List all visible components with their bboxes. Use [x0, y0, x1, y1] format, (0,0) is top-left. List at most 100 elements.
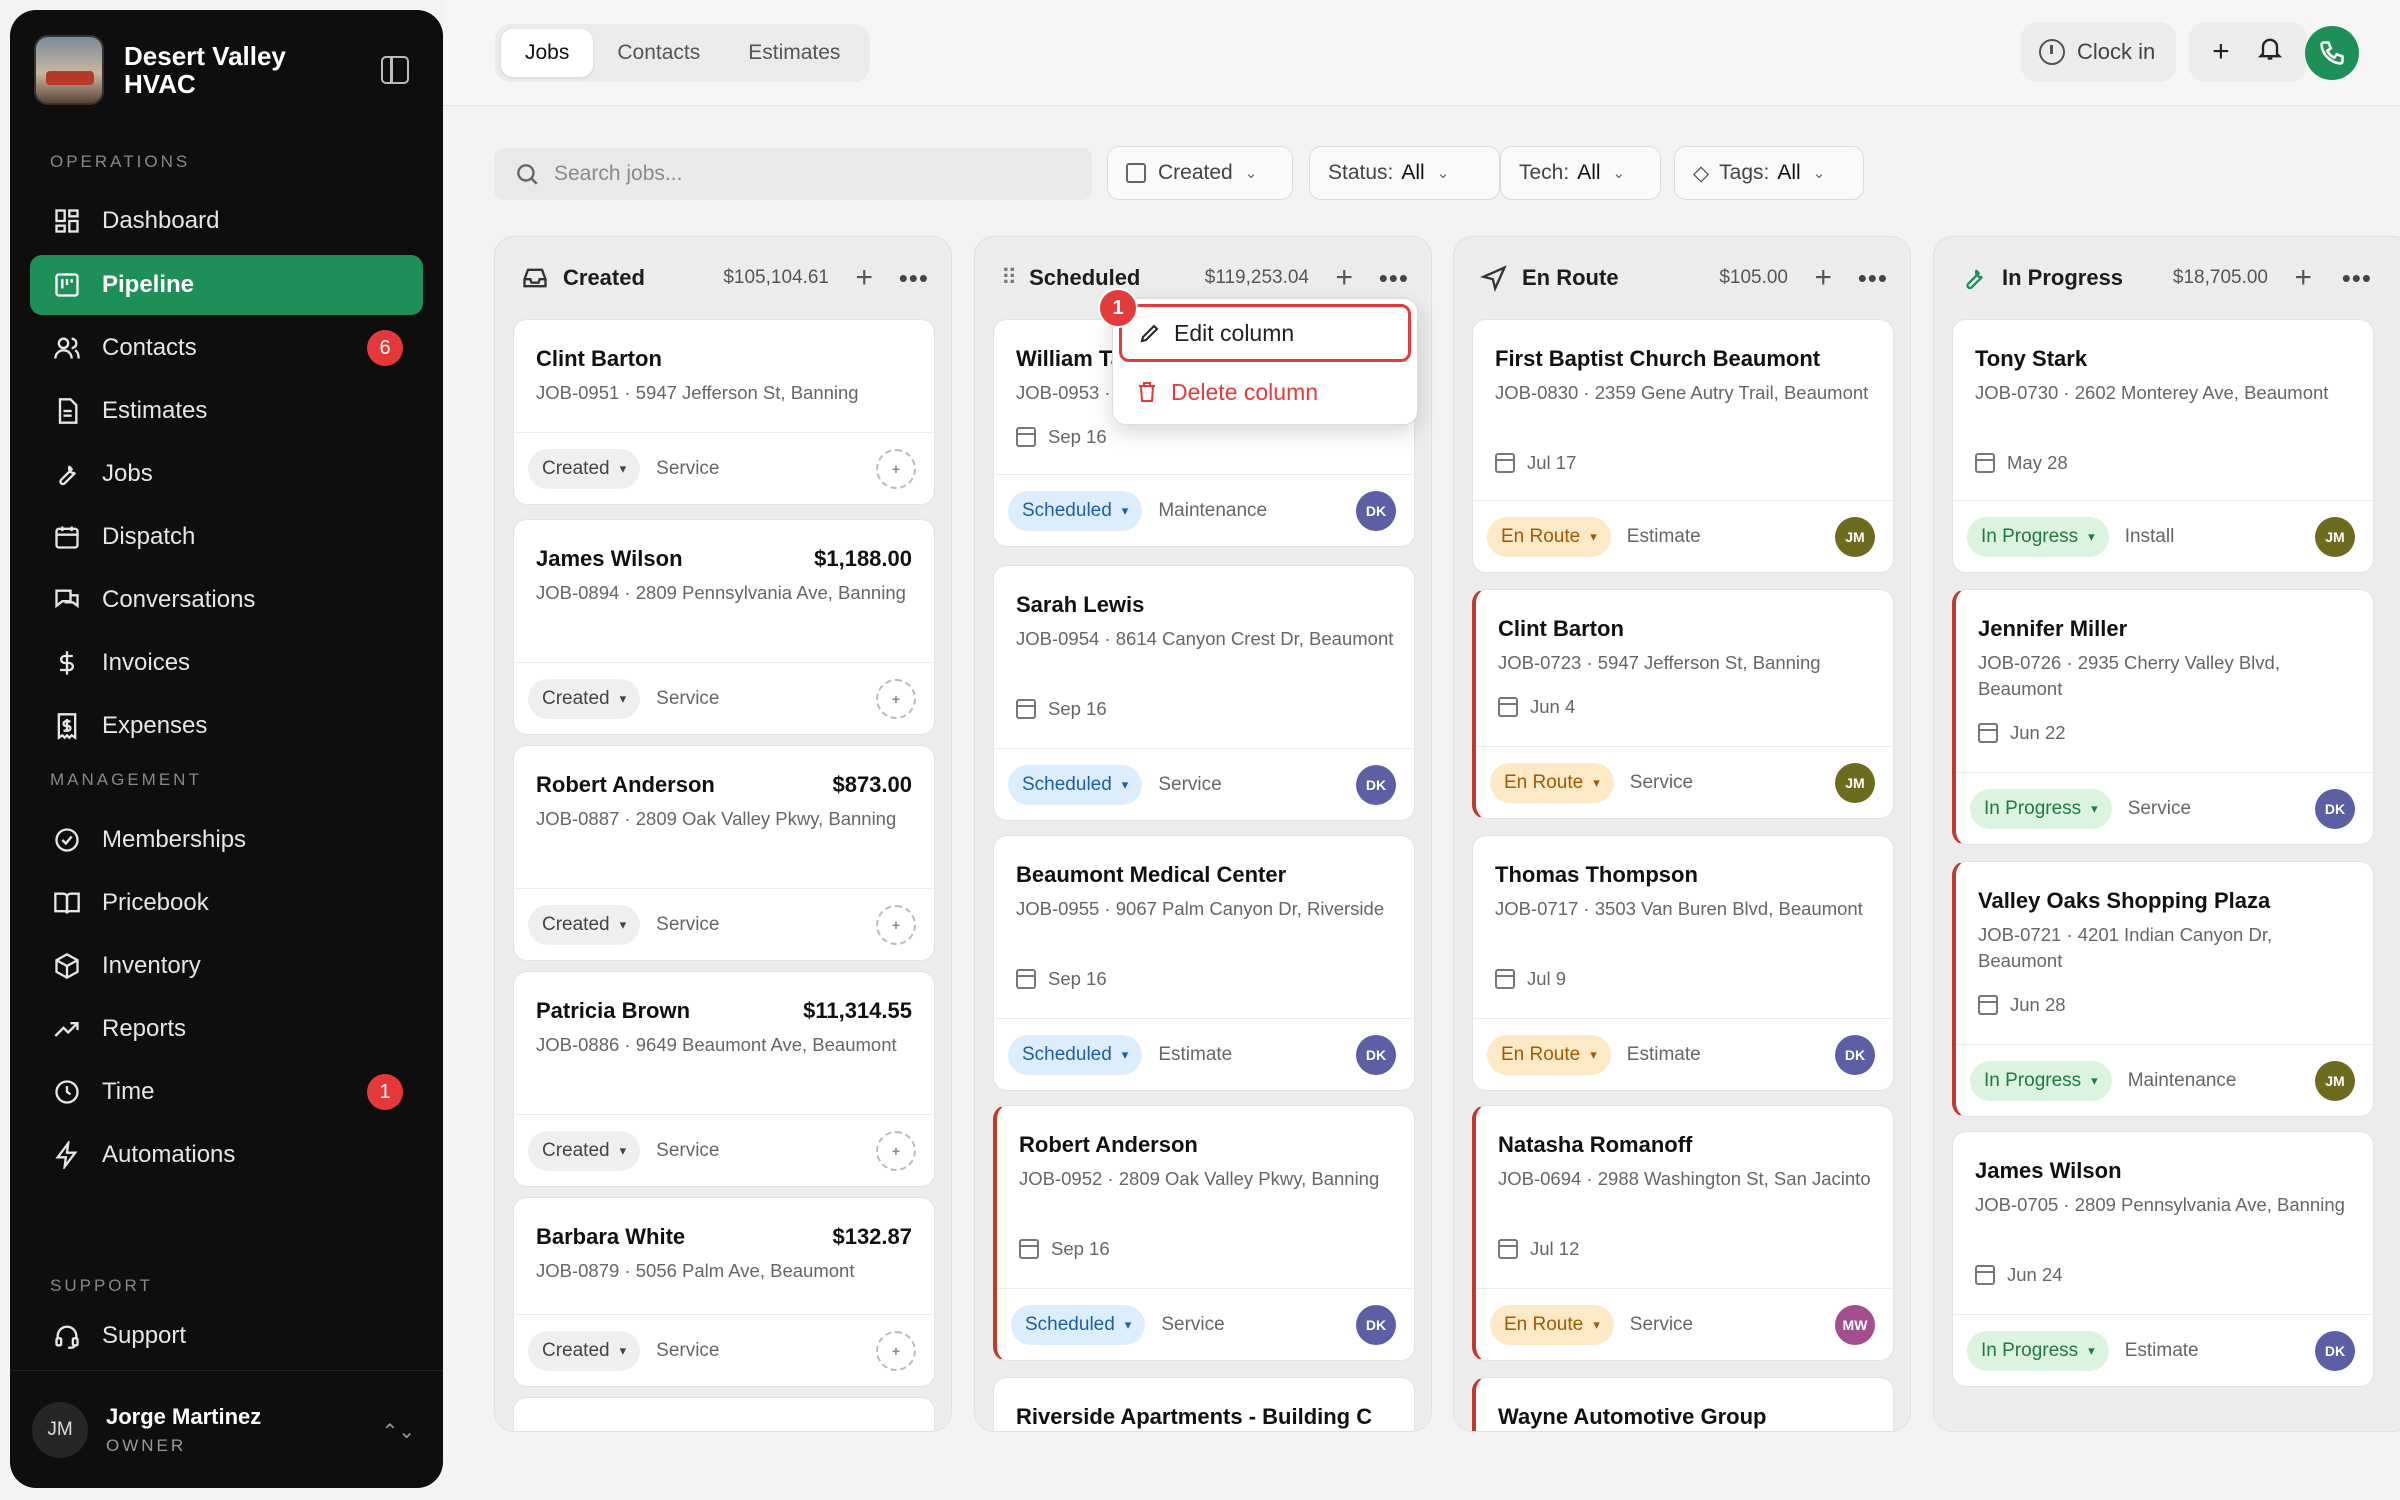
- drag-handle-icon[interactable]: ⠿: [1001, 265, 1017, 290]
- job-card[interactable]: Clint Barton JOB-0951 · 5947 Jefferson S…: [513, 319, 935, 505]
- edit-column-menu-item[interactable]: Edit column: [1119, 304, 1411, 362]
- tech-avatar[interactable]: DK: [1356, 1034, 1396, 1075]
- more-icon[interactable]: •••: [1378, 262, 1409, 293]
- calendar-icon: [52, 522, 82, 552]
- status-pill[interactable]: En Route ▾: [1490, 762, 1614, 803]
- sidebar-item-reports[interactable]: Reports: [30, 999, 423, 1059]
- tech-avatar[interactable]: DK: [2315, 788, 2355, 829]
- tab-estimates[interactable]: Estimates: [748, 41, 841, 64]
- job-card[interactable]: Sarah Lewis JOB-0954 · 8614 Canyon Crest…: [993, 565, 1415, 821]
- sidebar-item-inventory[interactable]: Inventory: [30, 936, 423, 996]
- job-card[interactable]: First Baptist Church Beaumont JOB-0830 ·…: [1472, 319, 1894, 573]
- sidebar-item-label: Memberships: [102, 826, 247, 853]
- job-card[interactable]: Natasha Romanoff JOB-0694 · 2988 Washing…: [1472, 1105, 1894, 1361]
- assign-tech-icon[interactable]: +: [876, 904, 916, 945]
- status-pill[interactable]: Created ▾: [528, 448, 641, 489]
- sidebar-item-automations[interactable]: Automations: [30, 1125, 423, 1185]
- more-icon[interactable]: •••: [1857, 262, 1888, 293]
- user-menu[interactable]: JM Jorge Martinez OWNER ⌃⌄: [10, 1370, 443, 1488]
- add-job-icon[interactable]: +: [2294, 261, 2312, 294]
- assign-tech-icon[interactable]: +: [876, 678, 916, 719]
- created-sort-dropdown[interactable]: Created ⌄: [1107, 146, 1293, 200]
- assign-tech-icon[interactable]: +: [876, 1330, 916, 1371]
- tech-avatar[interactable]: JM: [1835, 516, 1875, 557]
- assign-tech-icon[interactable]: +: [876, 1130, 916, 1171]
- card-name: James Wilson: [536, 546, 683, 571]
- search-input[interactable]: Search jobs...: [494, 148, 1092, 200]
- sidebar-item-dispatch[interactable]: Dispatch: [30, 507, 423, 567]
- tech-filter[interactable]: Tech: All ⌄: [1500, 146, 1661, 200]
- tech-avatar[interactable]: JM: [2315, 516, 2355, 557]
- status-filter[interactable]: Status: All ⌄: [1309, 146, 1500, 200]
- job-card[interactable]: James Wilson JOB-0705 · 2809 Pennsylvani…: [1952, 1131, 2374, 1387]
- brand[interactable]: Desert Valley HVAC: [34, 32, 419, 108]
- more-icon[interactable]: •••: [898, 262, 929, 293]
- tech-avatar[interactable]: JM: [2315, 1060, 2355, 1101]
- sidebar-item-estimates[interactable]: Estimates: [30, 381, 423, 441]
- job-card[interactable]: Clint Barton JOB-0723 · 5947 Jefferson S…: [1472, 589, 1894, 819]
- sidebar-collapse-icon[interactable]: [381, 56, 409, 84]
- status-pill[interactable]: In Progress ▾: [1970, 1060, 2112, 1101]
- status-pill[interactable]: En Route ▾: [1487, 1034, 1611, 1075]
- sidebar-item-dashboard[interactable]: Dashboard: [30, 191, 423, 251]
- delete-column-menu-item[interactable]: Delete column: [1119, 363, 1411, 421]
- sidebar-item-support[interactable]: Support: [30, 1306, 423, 1366]
- status-pill[interactable]: Scheduled ▾: [1008, 764, 1143, 805]
- status-pill[interactable]: In Progress ▾: [1967, 1330, 2109, 1371]
- job-card[interactable]: [513, 1397, 935, 1431]
- edit-column-label: Edit column: [1174, 319, 1295, 346]
- tech-avatar[interactable]: JM: [1835, 762, 1875, 803]
- sidebar-item-memberships[interactable]: Memberships: [30, 810, 423, 870]
- status-pill[interactable]: Scheduled ▾: [1011, 1304, 1146, 1345]
- status-pill[interactable]: Created ▾: [528, 1330, 641, 1371]
- job-card[interactable]: Patricia Brown $11,314.55 JOB-0886 · 964…: [513, 971, 935, 1187]
- job-card[interactable]: Jennifer Miller JOB-0726 · 2935 Cherry V…: [1952, 589, 2374, 845]
- sidebar-item-conversations[interactable]: Conversations: [30, 570, 423, 630]
- status-pill[interactable]: Scheduled ▾: [1008, 490, 1143, 531]
- job-card[interactable]: James Wilson $1,188.00 JOB-0894 · 2809 P…: [513, 519, 935, 735]
- tech-avatar[interactable]: DK: [1356, 764, 1396, 805]
- add-job-icon[interactable]: +: [855, 261, 873, 294]
- status-pill[interactable]: In Progress ▾: [1967, 516, 2109, 557]
- status-pill[interactable]: En Route ▾: [1487, 516, 1611, 557]
- tech-avatar[interactable]: DK: [2315, 1330, 2355, 1371]
- phone-button[interactable]: [2305, 26, 2359, 80]
- status-pill[interactable]: Created ▾: [528, 678, 641, 719]
- job-card[interactable]: Riverside Apartments - Building C: [993, 1377, 1415, 1431]
- sidebar-item-pricebook[interactable]: Pricebook: [30, 873, 423, 933]
- tech-avatar[interactable]: MW: [1835, 1304, 1875, 1345]
- job-card[interactable]: Tony Stark JOB-0730 · 2602 Monterey Ave,…: [1952, 319, 2374, 573]
- clock-in-button[interactable]: Clock in: [2021, 22, 2176, 82]
- tab-jobs[interactable]: Jobs: [501, 29, 594, 77]
- sidebar-item-time[interactable]: Time 1: [30, 1062, 423, 1122]
- tab-contacts[interactable]: Contacts: [617, 41, 701, 64]
- sidebar-item-pipeline[interactable]: Pipeline: [30, 255, 423, 315]
- status-pill[interactable]: Scheduled ▾: [1008, 1034, 1143, 1075]
- status-pill[interactable]: Created ▾: [528, 1130, 641, 1171]
- assign-tech-icon[interactable]: +: [876, 448, 916, 489]
- tags-filter[interactable]: ◇ Tags: All ⌄: [1674, 146, 1864, 200]
- sidebar-item-jobs[interactable]: Jobs: [30, 444, 423, 504]
- job-card[interactable]: Robert Anderson JOB-0952 · 2809 Oak Vall…: [993, 1105, 1415, 1361]
- job-card[interactable]: Thomas Thompson JOB-0717 · 3503 Van Bure…: [1472, 835, 1894, 1091]
- bell-icon[interactable]: [2256, 34, 2284, 70]
- tech-avatar[interactable]: DK: [1356, 490, 1396, 531]
- tech-avatar[interactable]: DK: [1356, 1304, 1396, 1345]
- job-card[interactable]: Robert Anderson $873.00 JOB-0887 · 2809 …: [513, 745, 935, 961]
- tech-avatar[interactable]: DK: [1835, 1034, 1875, 1075]
- sidebar-item-expenses[interactable]: Expenses: [30, 696, 423, 756]
- chevron-down-icon: ▾: [619, 1142, 627, 1158]
- add-job-icon[interactable]: +: [1335, 261, 1353, 294]
- job-card[interactable]: Valley Oaks Shopping Plaza JOB-0721 · 42…: [1952, 861, 2374, 1117]
- status-pill[interactable]: En Route ▾: [1490, 1304, 1614, 1345]
- sidebar-item-contacts[interactable]: Contacts 6: [30, 318, 423, 378]
- more-icon[interactable]: •••: [2341, 262, 2372, 293]
- job-card[interactable]: Beaumont Medical Center JOB-0955 · 9067 …: [993, 835, 1415, 1091]
- add-icon[interactable]: +: [2212, 35, 2230, 68]
- status-pill[interactable]: Created ▾: [528, 904, 641, 945]
- status-pill[interactable]: In Progress ▾: [1970, 788, 2112, 829]
- sidebar-item-invoices[interactable]: Invoices: [30, 633, 423, 693]
- job-card[interactable]: Wayne Automotive Group: [1472, 1377, 1894, 1431]
- job-card[interactable]: Barbara White $132.87 JOB-0879 · 5056 Pa…: [513, 1197, 935, 1387]
- add-job-icon[interactable]: +: [1814, 261, 1832, 294]
